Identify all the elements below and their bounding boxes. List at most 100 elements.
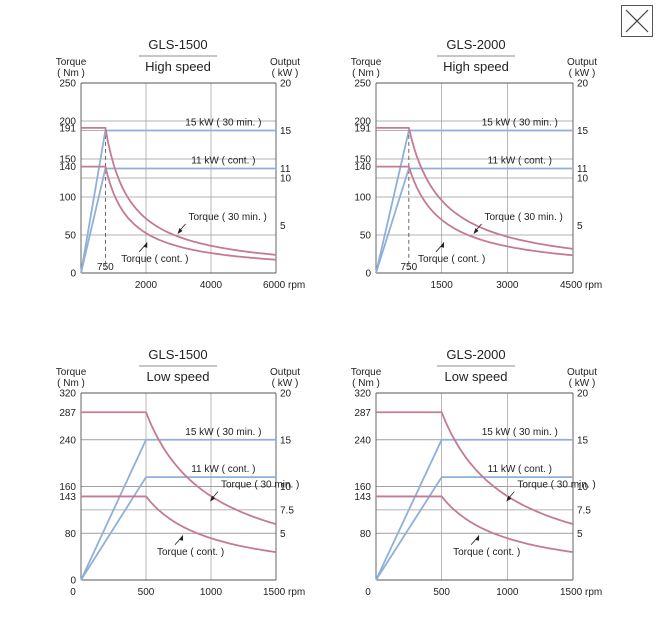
- torque-cont-label: Torque ( cont. ): [121, 254, 188, 265]
- x-tick-label: 1500 rpm: [560, 587, 602, 598]
- left-tick-label: 50: [65, 231, 77, 242]
- torque-curve: [81, 495, 277, 553]
- power-curve-label: 11 kW ( cont. ): [191, 156, 255, 167]
- left-tick-label: 160: [59, 482, 76, 493]
- right-tick-label: 10: [577, 174, 589, 185]
- power-curve-label: 15 kW ( 30 min. ): [482, 118, 558, 129]
- right-tick-label: 20: [577, 79, 589, 90]
- chart-mode-title: High speed: [443, 59, 509, 74]
- left-axis-label: Torque: [351, 57, 382, 68]
- close-button[interactable]: [621, 5, 653, 37]
- right-tick-label: 7.5: [280, 505, 294, 516]
- right-tick-label: 15: [280, 126, 292, 137]
- torque-cont-label: Torque ( cont. ): [453, 547, 520, 558]
- torque-cont-label: Torque ( cont. ): [418, 254, 485, 265]
- left-tick-label: 150: [354, 155, 371, 166]
- left-tick-label: 80: [65, 529, 77, 540]
- callout-arrowhead: [506, 495, 512, 502]
- power-curve-label: 11 kW ( cont. ): [488, 156, 552, 167]
- power-curve-label: 11 kW ( cont. ): [488, 464, 552, 475]
- power-curve-label: 11 kW ( cont. ): [191, 464, 255, 475]
- torque-cont-label: Torque ( cont. ): [157, 547, 224, 558]
- right-axis-unit: ( kW ): [569, 68, 596, 79]
- left-axis-unit: ( Nm ): [57, 68, 85, 79]
- callout-arrowhead: [473, 228, 479, 234]
- torque-curve: [376, 495, 574, 553]
- power-curve-label: 15 kW ( 30 min. ): [185, 427, 261, 438]
- left-axis-unit: ( Nm ): [57, 378, 85, 389]
- left-tick-label: 287: [354, 408, 371, 419]
- left-tick-label: 160: [354, 482, 371, 493]
- chart-mode-title: Low speed: [147, 369, 210, 384]
- left-tick-label: 250: [354, 79, 371, 90]
- x-tick-label: 1500 rpm: [263, 587, 305, 598]
- right-tick-label: 20: [280, 79, 292, 90]
- callout-arrowhead: [210, 495, 215, 502]
- right-tick-label: 20: [577, 389, 589, 400]
- left-tick-label: 191: [354, 123, 371, 134]
- left-tick-label: 320: [59, 389, 76, 400]
- right-tick-label: 5: [280, 221, 286, 232]
- x-tick-label: 1500: [431, 280, 454, 291]
- left-axis-label: Torque: [56, 367, 87, 378]
- chart-4: GLS-2000 Low speed Torque( Nm ) Output( kW …: [351, 347, 603, 598]
- right-axis-unit: ( kW ): [272, 68, 299, 79]
- callout-arrowhead: [177, 228, 183, 234]
- power-curve-label: 15 kW ( 30 min. ): [482, 427, 558, 438]
- chart-1: GLS-1500 High speed Torque( Nm ) Output( kW…: [56, 37, 306, 291]
- x-tick-label: 500: [138, 587, 155, 598]
- right-tick-label: 10: [577, 482, 589, 493]
- left-tick-label: 50: [360, 231, 372, 242]
- torque-30min-label: Torque ( 30 min. ): [485, 212, 563, 223]
- left-tick-label: 200: [354, 117, 371, 128]
- x-tick-label: 2000: [135, 280, 158, 291]
- left-tick-label: 0: [70, 576, 76, 587]
- right-tick-label: 15: [280, 435, 292, 446]
- left-axis-unit: ( Nm ): [352, 68, 380, 79]
- right-tick-label: 15: [577, 435, 589, 446]
- chart-3: GLS-1500 Low speed Torque( Nm ) Output( kW …: [56, 347, 306, 598]
- right-axis-label: Output: [567, 57, 597, 68]
- left-tick-label: 143: [354, 492, 371, 503]
- left-tick-label: 287: [59, 408, 76, 419]
- close-icon: [625, 9, 649, 33]
- right-tick-label: 15: [577, 126, 589, 137]
- chart-model-title: GLS-1500: [148, 37, 207, 52]
- right-axis-label: Output: [270, 367, 300, 378]
- left-tick-label: 100: [354, 193, 371, 204]
- chart-2: GLS-2000 High speed Torque( Nm ) Output( kW…: [351, 37, 603, 291]
- left-tick-label: 191: [59, 123, 76, 134]
- x-tick-label: 500: [433, 587, 450, 598]
- left-axis-label: Torque: [56, 57, 87, 68]
- chart-mode-title: Low speed: [445, 369, 508, 384]
- right-tick-label: 11: [280, 164, 291, 175]
- left-tick-label: 240: [354, 435, 371, 446]
- right-tick-label: 5: [280, 529, 286, 540]
- torque-curve: [81, 411, 277, 525]
- callout-arrowhead: [475, 534, 480, 541]
- right-tick-label: 7.5: [577, 505, 591, 516]
- left-tick-label: 140: [59, 162, 76, 173]
- left-tick-label: 0: [365, 269, 371, 280]
- right-axis-label: Output: [270, 57, 300, 68]
- torque-curve: [376, 411, 574, 525]
- left-tick-label: 0: [70, 269, 76, 280]
- torque-curve: [81, 165, 277, 261]
- left-axis-unit: ( Nm ): [352, 378, 380, 389]
- torque-30min-label: Torque ( 30 min. ): [221, 480, 299, 491]
- base-speed-label: 750: [97, 262, 114, 273]
- right-tick-label: 5: [577, 529, 583, 540]
- x-tick-label: 4000: [200, 280, 223, 291]
- left-tick-label: 80: [360, 529, 372, 540]
- x-tick-label: 4500 rpm: [560, 280, 602, 291]
- callout-arrowhead: [179, 534, 183, 541]
- chart-mode-title: High speed: [145, 59, 211, 74]
- chart-model-title: GLS-1500: [148, 347, 207, 362]
- chart-model-title: GLS-2000: [446, 37, 505, 52]
- left-tick-label: 320: [354, 389, 371, 400]
- base-speed-label: 750: [400, 262, 417, 273]
- left-tick-label: 100: [59, 193, 76, 204]
- right-tick-label: 10: [280, 174, 292, 185]
- right-axis-unit: ( kW ): [272, 378, 299, 389]
- x-tick-label: 1000: [200, 587, 223, 598]
